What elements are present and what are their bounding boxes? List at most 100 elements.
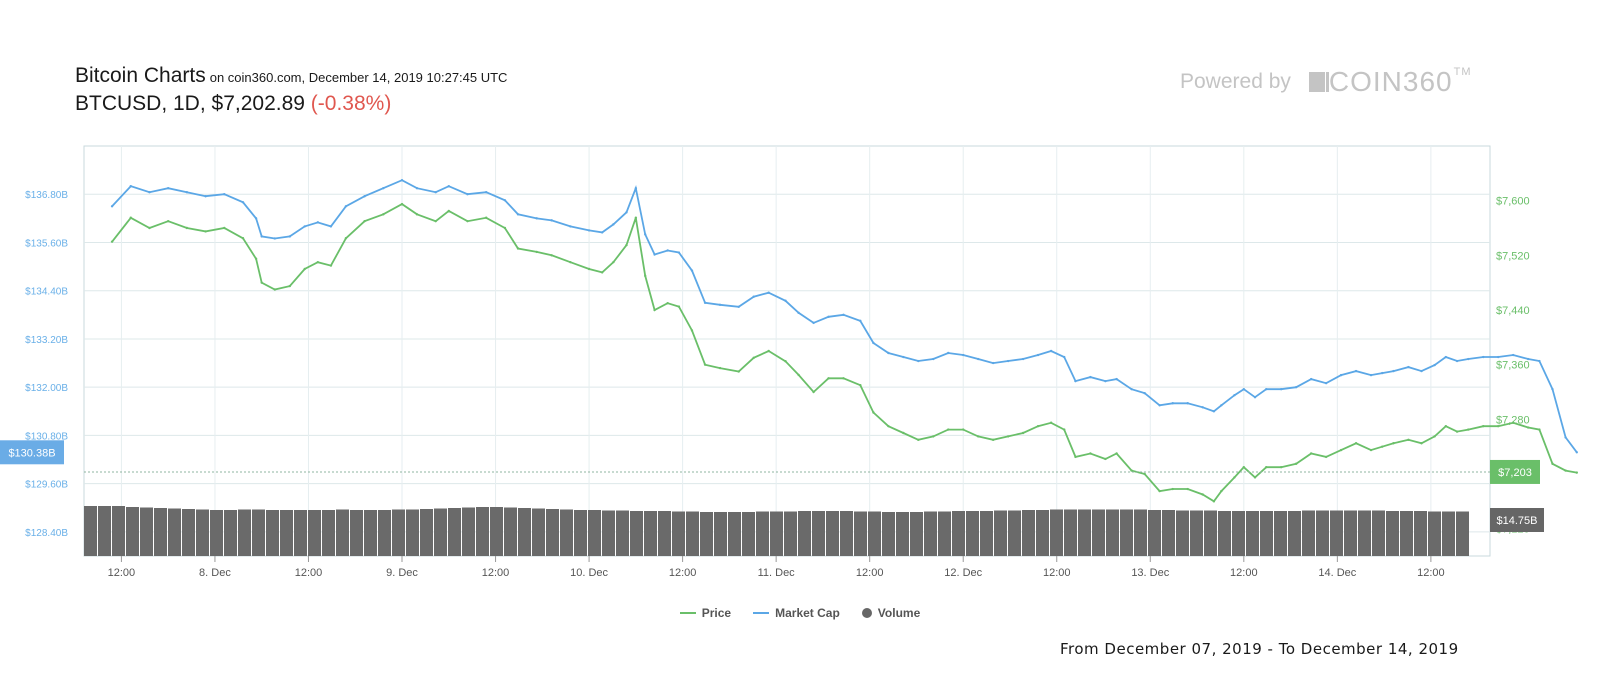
coin360-logo-icon [1308,72,1329,92]
volume-bar [1064,509,1077,556]
price-data-point [466,219,469,223]
market-cap-data-point [503,199,507,202]
price-data-point [110,240,114,243]
market-cap-data-point [1407,365,1410,369]
price-data-point [1482,424,1485,428]
price-data-point [288,284,291,288]
volume-bar [574,510,587,556]
price-data-point [1233,476,1236,479]
x-axis-tick-label: 12:00 [1043,567,1071,579]
price-data-point [1526,426,1530,429]
volume-bar [644,511,657,556]
market-cap-data-point [1242,387,1246,391]
volume-bar [1330,510,1343,556]
volume-bar [252,509,265,556]
volume-bar [1036,510,1049,556]
price-data-point [752,356,755,360]
market-cap-data-point [1551,387,1554,391]
price-data-point [344,237,348,240]
powered-by[interactable]: Powered by COIN360 TM [1180,66,1472,98]
price-data-point [653,308,656,312]
price-data-point [516,247,520,250]
volume-bar [280,510,293,556]
price-data-point [535,250,538,254]
price-data-point [600,271,604,274]
volume-bar [924,511,937,556]
price-data-point [587,267,591,271]
market-cap-data-point [1392,369,1395,373]
market-cap-data-point [273,237,277,240]
volume-bar [490,507,503,556]
legend-item-volume[interactable]: Volume [861,606,920,620]
volume-bar [1442,511,1455,556]
market-cap-data-point [991,361,995,365]
market-cap-data-point [1497,355,1500,359]
volume-bar [1092,509,1105,556]
market-cap-data-point [1294,385,1298,389]
market-cap-data-point [1063,355,1066,359]
market-cap-data-point [932,357,935,361]
right-axis-tick-label: $7,440 [1496,305,1530,317]
price-data-point [447,209,450,213]
price-data-point [812,390,815,394]
market-cap-data-point [1369,373,1373,377]
market-cap-data-point [842,313,845,317]
market-cap-data-point [612,223,615,226]
volume-bar [1162,510,1175,556]
volume-bar [1302,510,1315,556]
left-axis-tick-label: $128.40B [25,528,68,539]
volume-bar [1288,511,1301,556]
price-data-point [1324,455,1328,459]
volume-bar [1204,510,1217,556]
market-cap-data-point [1455,359,1459,363]
x-axis-tick-label: 12:00 [108,567,136,579]
market-cap-data-point [1104,379,1107,383]
price-data-point [1265,465,1268,469]
price-data-point [148,226,151,230]
legend-label-market-cap: Market Cap [775,606,840,620]
legend-item-market-cap[interactable]: Market Cap [753,606,840,620]
market-cap-data-point [812,321,815,325]
market-cap-data-point [288,235,291,238]
price-data-point [767,349,770,353]
market-cap-data-point [1220,404,1223,407]
legend-item-price[interactable]: Price [679,606,731,620]
price-data-point [976,435,980,438]
price-data-point [1021,431,1025,435]
market-cap-data-point [1021,357,1025,361]
price-data-point [303,267,306,271]
volume-bar [630,511,643,556]
volume-bar [196,509,209,556]
volume-bar [1022,510,1035,556]
market-cap-data-point [947,351,950,355]
price-data-point [625,243,628,247]
current-market-cap-label: $130.38B [8,447,55,459]
market-cap-data-point [1324,381,1328,385]
market-cap-data-point [1143,392,1146,395]
market-cap-data-point [382,187,385,190]
volume-bar [1106,509,1119,556]
market-cap-data-point [516,213,520,216]
price-data-point [827,377,830,380]
volume-bar [1190,510,1203,556]
volume-bar [154,508,167,556]
market-cap-data-point [1309,377,1313,381]
volume-bar [322,510,335,556]
market-cap-data-point [415,187,419,190]
price-data-point [1049,421,1053,424]
market-cap-data-point [535,217,538,220]
coin360-logo[interactable]: COIN360 TM [1308,66,1472,98]
price-data-point [273,288,277,291]
market-cap-data-point [690,269,694,272]
price-data-point [1294,462,1298,465]
chart-subtitle: on coin360.com, December 14, 2019 10:27:… [209,70,508,85]
market-cap-data-point [185,191,189,194]
market-cap-data-point [166,187,170,190]
volume-bar [784,511,797,556]
market-cap-data-point [569,225,572,228]
market-cap-data-point [1036,353,1040,357]
market-cap-data-point [316,221,320,224]
current-volume-label: $14.75B [1497,515,1538,527]
market-cap-data-point [484,191,488,194]
